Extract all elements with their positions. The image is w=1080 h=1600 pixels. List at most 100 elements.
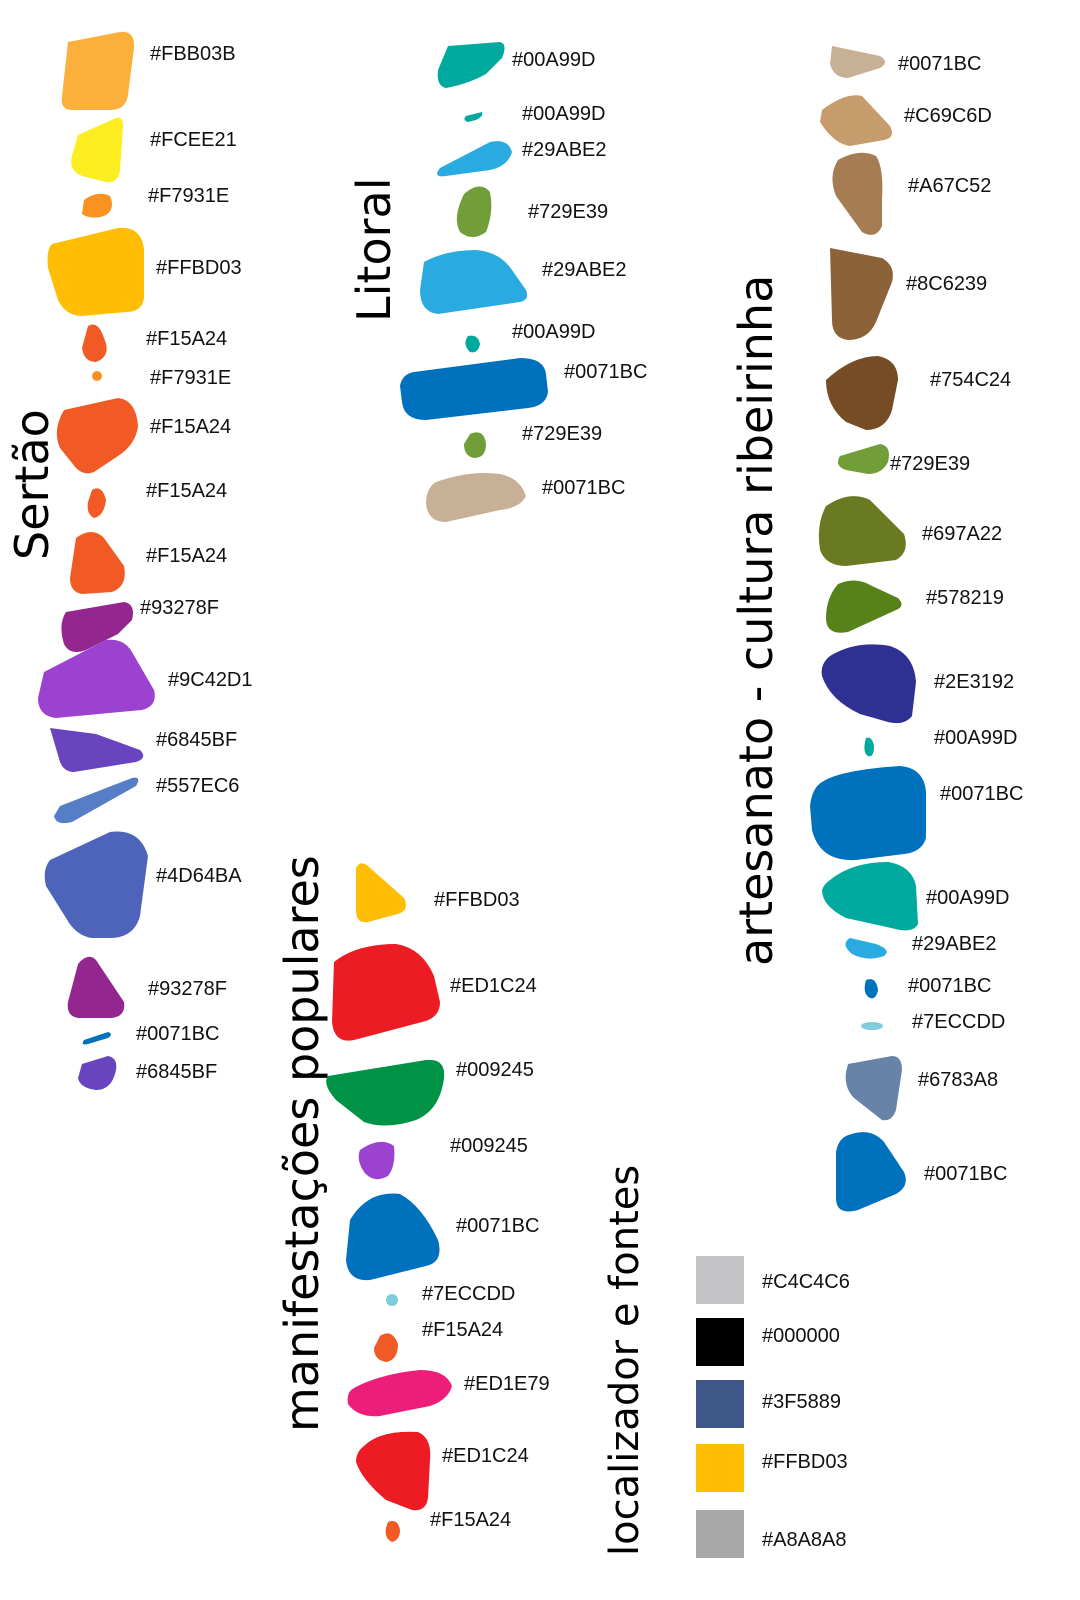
swatch-shape: [437, 42, 505, 88]
swatch-shape: [358, 1141, 395, 1180]
swatch-label: #F15A24: [146, 328, 227, 350]
swatch-shape: [347, 1370, 452, 1417]
swatch-shape: [426, 473, 526, 522]
swatch-label: #F15A24: [422, 1319, 503, 1341]
group-title: localizador e fontes: [602, 1165, 648, 1556]
swatch-shape: [87, 488, 106, 518]
swatch-label: #009245: [450, 1135, 528, 1157]
swatch-label: #00A99D: [926, 887, 1009, 909]
swatch-shape: [826, 580, 902, 633]
swatch-label: #8C6239: [906, 273, 987, 295]
swatch-shape: [56, 398, 138, 474]
group-title: Litoral: [347, 178, 401, 322]
swatch-label: #697A22: [922, 523, 1002, 545]
swatch-label: #0071BC: [136, 1023, 219, 1045]
swatch-shape: [822, 862, 918, 931]
swatch-shape: [47, 227, 144, 316]
swatch-shape: [838, 444, 889, 474]
swatch-label: #729E39: [528, 201, 608, 223]
group-title: artesanato - cultura ribeirinha: [729, 275, 783, 966]
group-sertao: Sertão #FBB03B #FCEE21 #F7931E #FFBD03 #…: [5, 31, 253, 1090]
swatch-label: #3F5889: [762, 1391, 841, 1413]
swatch-label: #0071BC: [940, 783, 1023, 805]
swatch-label: #FFBD03: [156, 257, 242, 279]
swatch-shape: [82, 1032, 111, 1045]
swatch-shape: [38, 639, 155, 718]
swatch-label: #C69C6D: [904, 105, 992, 127]
swatch-shape: [826, 356, 898, 430]
swatch-label: #ED1C24: [442, 1445, 529, 1467]
swatch-shape: [82, 324, 107, 362]
group-title: Sertão: [5, 409, 59, 560]
group-localizador: localizador e fontes #C4C4C6 #000000 #3F…: [602, 1165, 850, 1558]
swatch-square: [696, 1256, 744, 1304]
swatch-shape: [71, 117, 124, 183]
swatch-label: #7ECCDD: [422, 1283, 515, 1305]
swatch-label: #0071BC: [564, 361, 647, 383]
swatch-shape: [836, 1132, 906, 1212]
swatch-label: #2E3192: [934, 671, 1014, 693]
swatch-shape: [70, 532, 125, 594]
group-litoral: Litoral #00A99D #00A99D #29ABE2 #729E39 …: [347, 42, 647, 522]
swatch-shape: [832, 152, 883, 235]
swatch-label: #557EC6: [156, 775, 239, 797]
group-artesanato: artesanato - cultura ribeirinha #0071BC …: [729, 46, 1023, 1212]
swatch-label: #A67C52: [908, 175, 991, 197]
swatch-shape: [50, 728, 144, 772]
swatch-label: #ED1C24: [450, 975, 537, 997]
group-title: manifestações populares: [275, 855, 329, 1432]
swatch-shape: [356, 1431, 431, 1511]
swatch-label: #4D64BA: [156, 865, 242, 887]
swatch-label: #00A99D: [512, 49, 595, 71]
group-manifestacoes: manifestações populares #FFBD03 #ED1C24 …: [275, 855, 550, 1542]
swatch-shape: [864, 737, 874, 757]
swatch-label: #0071BC: [898, 53, 981, 75]
swatch-label: #6783A8: [918, 1069, 998, 1091]
swatch-shape: [810, 766, 926, 861]
swatch-label: #6845BF: [156, 729, 237, 751]
swatch-label: #C4C4C6: [762, 1271, 850, 1293]
swatch-shape: [465, 335, 480, 353]
swatch-square: [696, 1510, 744, 1558]
swatch-shape: [818, 496, 906, 566]
swatch-label: #9C42D1: [168, 669, 253, 691]
swatch-label: #29ABE2: [522, 139, 607, 161]
swatch-label: #FBB03B: [150, 43, 236, 65]
swatch-shape: [82, 193, 112, 218]
swatch-label: #00A99D: [934, 727, 1017, 749]
swatch-label: #0071BC: [908, 975, 991, 997]
swatch-label: #000000: [762, 1325, 840, 1347]
swatch-label: #00A99D: [522, 103, 605, 125]
swatch-label: #F15A24: [150, 416, 231, 438]
swatch-shape: [326, 1059, 445, 1126]
swatch-shape: [44, 831, 148, 938]
swatch-shape: [54, 777, 139, 824]
swatch-square: [696, 1380, 744, 1428]
swatch-square: [696, 1318, 744, 1366]
swatch-shape: [67, 956, 125, 1018]
swatch-label: #F15A24: [430, 1509, 511, 1531]
swatch-shape: [385, 1521, 400, 1542]
swatch-label: #FFBD03: [434, 889, 520, 911]
swatch-label: #F7931E: [148, 185, 229, 207]
swatch-shape: [864, 979, 878, 999]
swatch-label: #0071BC: [542, 477, 625, 499]
swatch-label: #FFBD03: [762, 1451, 848, 1473]
swatch-label: #7ECCDD: [912, 1011, 1005, 1033]
swatch-shape: [820, 95, 892, 146]
swatch-label: #009245: [456, 1059, 534, 1081]
swatch-shape: [845, 1056, 902, 1121]
swatch-label: #ED1E79: [464, 1373, 550, 1395]
swatch-shape: [386, 1294, 398, 1306]
swatch-shape: [346, 1193, 440, 1281]
swatch-shape: [861, 1022, 883, 1030]
swatch-shape: [845, 938, 887, 959]
swatch-shape: [464, 432, 486, 458]
swatch-square: [696, 1444, 744, 1492]
swatch-label: #F15A24: [146, 545, 227, 567]
swatch-label: #729E39: [522, 423, 602, 445]
swatch-label: #729E39: [890, 453, 970, 475]
swatch-label: #29ABE2: [542, 259, 627, 281]
swatch-label: #93278F: [148, 978, 227, 1000]
